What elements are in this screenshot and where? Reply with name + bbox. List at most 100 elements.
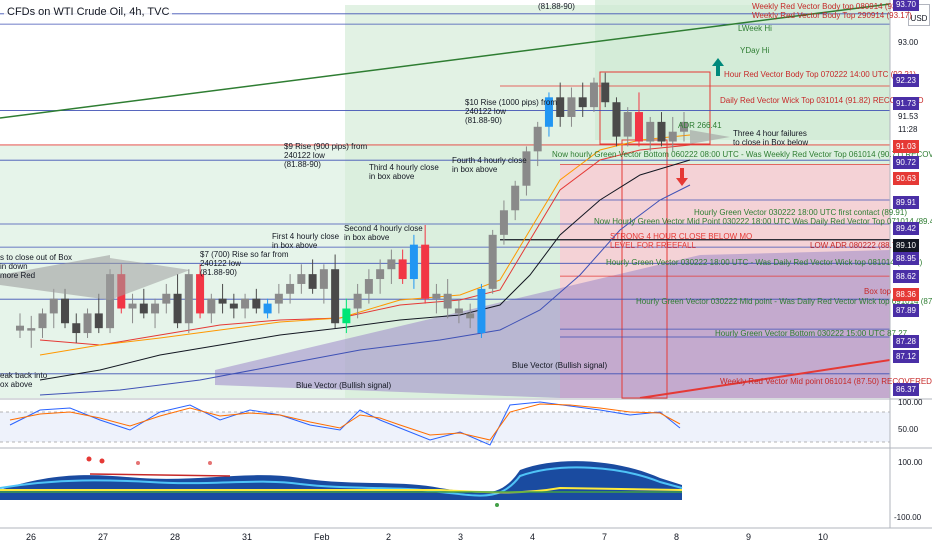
candle-body[interactable] <box>83 313 92 334</box>
candle-body[interactable] <box>274 293 283 304</box>
candle-body[interactable] <box>196 274 205 314</box>
candle-body[interactable] <box>38 313 47 329</box>
chart-annotation: $9 Rise (900 pips) from 240122 low (81.8… <box>284 142 368 169</box>
candle-body[interactable] <box>578 97 587 108</box>
candle-body[interactable] <box>27 328 36 331</box>
chart-annotation: Hourly Green Vector 030222 Mid point - W… <box>636 297 932 306</box>
chart-annotation: Now hourly Green Vector Bottom 060222 08… <box>552 150 932 159</box>
candle-body[interactable] <box>589 82 598 108</box>
candle-body[interactable] <box>499 210 508 235</box>
candle-body[interactable] <box>128 303 137 309</box>
candle-body[interactable] <box>106 274 115 329</box>
candle-body[interactable] <box>443 293 452 309</box>
candle-body[interactable] <box>409 244 418 280</box>
candle-body[interactable] <box>353 293 362 309</box>
candle-body[interactable] <box>522 151 531 186</box>
candle-body[interactable] <box>342 308 351 324</box>
candle-body[interactable] <box>297 274 306 284</box>
time-axis-label: 10 <box>818 532 829 542</box>
candle-body[interactable] <box>533 126 542 152</box>
chart-annotation: s to close out of Box in down more Red <box>0 253 73 280</box>
candle-body[interactable] <box>612 102 621 137</box>
purple-band <box>215 250 890 398</box>
candle-body[interactable] <box>634 112 643 142</box>
chart-annotation: First 4 hourly close in box above <box>272 232 340 250</box>
signal-dot <box>99 458 105 464</box>
candle-body[interactable] <box>207 298 216 314</box>
candle-body[interactable] <box>61 298 70 324</box>
candle-body[interactable] <box>387 259 396 270</box>
ma-blue <box>39 184 691 396</box>
arrow-up-icon <box>712 58 724 76</box>
price-axis-label: 91.03 <box>893 140 919 153</box>
signal-dot <box>86 456 92 462</box>
candle-body[interactable] <box>680 121 688 132</box>
candle-body[interactable] <box>477 288 486 334</box>
chart-annotation: Hourly Green Vector 030222 18:00 UTC - W… <box>606 258 923 267</box>
time-axis-label: 4 <box>530 532 536 542</box>
candle-body[interactable] <box>94 313 103 329</box>
chart-annotation: Blue Vector (Bullish signal) <box>296 381 392 390</box>
chart-annotation: STRONG 4 HOUR CLOSE BELOW MO LEVEL FOR F… <box>610 232 753 250</box>
candle-body[interactable] <box>488 234 497 289</box>
oscillator-axis-label: 100.00 <box>898 458 923 467</box>
chart-annotation: Fourth 4 hourly close in box above <box>452 156 527 174</box>
candle-body[interactable] <box>376 269 385 280</box>
candle-body[interactable] <box>601 82 610 103</box>
price-axis-label: 92.23 <box>893 74 919 87</box>
arrow-triangle-right-icon <box>690 130 730 144</box>
candle-body[interactable] <box>544 97 553 127</box>
candle-body[interactable] <box>668 131 677 142</box>
time-axis-label: Feb <box>314 532 330 542</box>
candle-body[interactable] <box>454 308 463 314</box>
candle-body[interactable] <box>567 97 576 117</box>
candle-body[interactable] <box>511 185 520 211</box>
chart-annotation: (81.88-90) <box>538 2 575 11</box>
chart-annotation: Hourly Green Vector 030222 18:00 UTC fir… <box>694 208 907 217</box>
time-axis-label: 27 <box>98 532 109 542</box>
candle-body[interactable] <box>252 298 261 309</box>
stoch-d <box>9 403 681 441</box>
candle-body[interactable] <box>319 269 328 289</box>
candle-body[interactable] <box>421 244 430 299</box>
candle-highlight-box <box>599 71 711 145</box>
candle-body[interactable] <box>263 303 272 314</box>
chart-annotation: Hourly Green Vector Bottom 030222 15:00 … <box>715 329 908 338</box>
candle-body[interactable] <box>364 279 373 294</box>
chart-annotation: $7 (700) Rise so far from 240122 low (81… <box>200 250 289 277</box>
candle-body[interactable] <box>173 293 182 324</box>
time-axis-label: 7 <box>602 532 608 542</box>
candle-body[interactable] <box>218 298 227 304</box>
candle-body[interactable] <box>229 303 238 309</box>
candle-body[interactable] <box>556 97 565 117</box>
time-axis-label: 28 <box>170 532 181 542</box>
price-axis-label: 88.95 <box>893 252 919 265</box>
candle-body[interactable] <box>466 313 475 319</box>
candle-body[interactable] <box>657 121 666 142</box>
candle-body[interactable] <box>16 325 24 331</box>
candle-body[interactable] <box>49 298 58 314</box>
oscillator-axis-label: 100.00 <box>898 398 923 407</box>
price-axis-label: 89.42 <box>893 222 919 235</box>
candle-body[interactable] <box>72 323 81 334</box>
time-axis-label: 31 <box>242 532 253 542</box>
candle-body[interactable] <box>646 121 655 142</box>
price-axis-label: 87.28 <box>893 335 919 348</box>
horizontal-levels <box>0 13 890 375</box>
candle-body[interactable] <box>432 293 441 299</box>
candle-body[interactable] <box>184 274 193 324</box>
candle-body[interactable] <box>286 283 295 294</box>
candle-body[interactable] <box>308 274 317 289</box>
candle-body[interactable] <box>162 293 171 304</box>
candle-body[interactable] <box>623 112 632 137</box>
candle-body[interactable] <box>398 259 407 280</box>
price-axis-label: 86.37 <box>893 383 919 396</box>
candle-body[interactable] <box>331 269 340 324</box>
candle-body[interactable] <box>241 298 250 309</box>
time-axis-label: 9 <box>746 532 752 542</box>
candle-body[interactable] <box>139 303 148 314</box>
time-axis-label: 26 <box>26 532 37 542</box>
candle-body[interactable] <box>151 303 160 314</box>
price-axis-label: 93.70 <box>893 0 919 11</box>
